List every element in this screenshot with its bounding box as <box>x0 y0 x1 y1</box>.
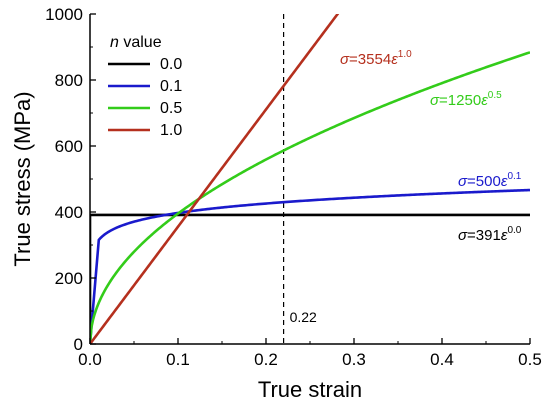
legend-title: n value <box>110 34 162 51</box>
legend-title-rest: value <box>119 34 162 51</box>
equation-sigma: σ <box>340 51 350 68</box>
y-tick-label: 800 <box>55 71 83 90</box>
equation-epsilon: ε <box>481 92 488 109</box>
equation-epsilon: ε <box>501 227 508 244</box>
equation-coefficient: =391 <box>467 227 501 244</box>
y-tick-label: 1000 <box>45 5 83 24</box>
x-tick-label: 0.2 <box>254 350 278 369</box>
y-tick-label: 200 <box>55 269 83 288</box>
equation-exponent: 0.1 <box>507 171 521 182</box>
equation-sigma: σ <box>458 173 468 190</box>
equation-sigma: σ <box>430 92 440 109</box>
series-line-n-0-1 <box>90 188 530 344</box>
equation-exponent: 1.0 <box>398 49 412 60</box>
plot-layer: 0.22 <box>283 14 317 344</box>
series-layer <box>90 14 530 344</box>
annotations: σ=391ε0.0σ=500ε0.1σ=1250ε0.5σ=3554ε1.0 <box>340 49 522 244</box>
strain-marker-label: 0.22 <box>290 309 317 325</box>
x-tick-label: 0.3 <box>342 350 366 369</box>
equation-coefficient: =3554 <box>349 51 391 68</box>
y-tick-label: 0 <box>74 335 83 354</box>
series-line-n-0-5 <box>90 51 530 344</box>
x-axis-title: True strain <box>258 377 362 402</box>
equation-n-0-5: σ=1250ε0.5 <box>430 90 502 109</box>
axes-layer: 0.0 0.1 0.2 0.3 0.4 0.5 0 200 400 600 800 1000 True … <box>10 5 542 402</box>
x-tick-label: 0.4 <box>430 350 454 369</box>
legend-label: 1.0 <box>160 122 182 139</box>
y-axis-title: True stress (MPa) <box>10 91 35 266</box>
equation-n-0-1: σ=500ε0.1 <box>458 171 522 190</box>
x-tick-label: 0.0 <box>78 350 102 369</box>
legend-label: 0.0 <box>160 56 182 73</box>
legend: n value 0.0 0.1 0.5 1.0 <box>108 34 182 139</box>
equation-sigma: σ <box>458 227 468 244</box>
x-tick-label: 0.5 <box>518 350 542 369</box>
equation-n-1-0: σ=3554ε1.0 <box>340 49 412 68</box>
equation-epsilon: ε <box>391 51 398 68</box>
equation-epsilon: ε <box>501 173 508 190</box>
series-group <box>90 14 530 344</box>
legend-label: 0.1 <box>160 78 182 95</box>
series-line-n-1-0 <box>90 14 340 344</box>
equation-coefficient: =1250 <box>439 92 481 109</box>
legend-label: 0.5 <box>160 100 182 117</box>
equation-exponent: 0.0 <box>507 225 521 236</box>
y-tick-label: 600 <box>55 137 83 156</box>
equation-coefficient: =500 <box>467 173 501 190</box>
x-tick-label: 0.1 <box>166 350 190 369</box>
equation-n-0-0: σ=391ε0.0 <box>458 225 522 244</box>
legend-title-n: n <box>110 34 119 51</box>
equation-exponent: 0.5 <box>488 90 502 101</box>
y-tick-label: 400 <box>55 203 83 222</box>
